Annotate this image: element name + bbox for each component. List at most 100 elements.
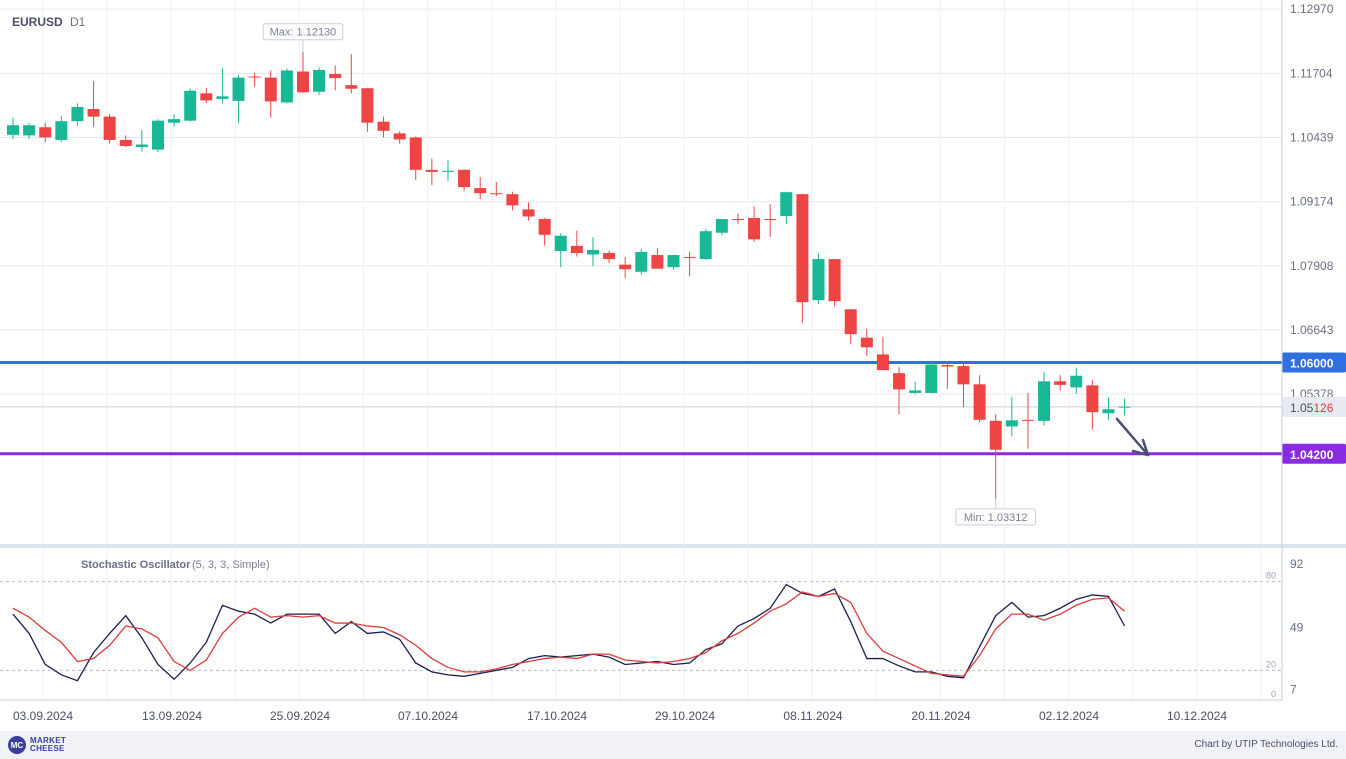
date-tick-label-4: 17.10.2024: [527, 709, 587, 723]
max-annotation-box: [262, 23, 344, 41]
candle-body: [828, 259, 841, 302]
candle-63: [1021, 392, 1034, 449]
candle-body: [1054, 381, 1067, 385]
candle-body: [441, 170, 454, 172]
candle-54: [876, 336, 889, 371]
candle-38: [619, 257, 632, 278]
candle-12: [200, 87, 213, 103]
candle-body: [103, 116, 116, 140]
chart-background: [0, 0, 1346, 731]
candle-body: [570, 245, 583, 254]
candle-body: [748, 218, 761, 240]
candle-28: [458, 169, 471, 191]
candle-body: [715, 219, 728, 233]
symbol-label: EURUSD: [12, 15, 63, 29]
level-tag-upper[interactable]: 1.06000: [1282, 352, 1346, 373]
level-tag-lower[interactable]: 1.04200: [1282, 443, 1346, 464]
candle-body: [313, 69, 326, 92]
candle-13: [216, 68, 229, 104]
osc-level-label-0: 80: [1266, 571, 1276, 581]
candle-body: [264, 77, 277, 102]
candle-body: [1118, 406, 1131, 408]
date-tick-label-0: 03.09.2024: [13, 709, 73, 723]
candle-45: [731, 213, 744, 225]
candle-body: [683, 257, 696, 259]
level-tag-lower-bg: [1282, 443, 1346, 464]
candle-47: [764, 204, 777, 237]
candle-body: [1021, 419, 1034, 421]
candle-body: [812, 259, 825, 301]
candle-69: [1118, 398, 1131, 416]
candle-16: [264, 70, 277, 118]
candle-body: [184, 90, 197, 121]
timeframe-label: D1: [70, 15, 86, 29]
candle-body: [361, 88, 374, 123]
candle-body: [87, 109, 100, 117]
current-price-tag: 1.05126: [1282, 396, 1346, 417]
candle-64: [1038, 372, 1051, 426]
pane-divider[interactable]: [0, 544, 1346, 548]
candle-body: [7, 125, 19, 135]
current-price-tag-text: 1.05126: [1290, 401, 1334, 415]
chart-canvas: Max: 1.12130 Min: 1.03312 80 20 0 92 49 7 1.12…: [0, 0, 1346, 731]
candle-body: [876, 354, 889, 371]
grid: [0, 0, 1282, 700]
candle-25: [409, 136, 422, 180]
osc-level-label-2: 0: [1271, 689, 1276, 699]
candle-44: [715, 219, 728, 236]
candle-body: [329, 74, 342, 79]
candle-55: [893, 367, 906, 415]
candle-body: [168, 119, 181, 123]
candle-body: [554, 235, 567, 251]
logo-text: MARKET CHEESE: [30, 737, 66, 753]
candle-51: [828, 259, 841, 307]
candle-body: [39, 127, 52, 138]
candle-body: [893, 373, 906, 390]
candle-22: [361, 87, 374, 132]
date-tick-label-6: 08.11.2024: [783, 709, 842, 723]
candle-11: [184, 88, 197, 122]
candle-57: [925, 362, 938, 394]
candle-39: [635, 248, 648, 275]
candle-body: [216, 96, 229, 99]
brand-logo[interactable]: MC MARKET CHEESE: [8, 736, 66, 754]
candle-3: [55, 116, 68, 142]
candle-67: [1086, 379, 1099, 430]
candle-52: [844, 308, 857, 344]
chart-credit: Chart by UTIP Technologies Ltd.: [1194, 739, 1338, 750]
candle-body: [296, 71, 309, 93]
candle-14: [232, 75, 245, 123]
forecast-arrow-icon: [1115, 417, 1150, 457]
candle-body: [538, 219, 551, 235]
candle-37: [603, 250, 616, 264]
price-tick-label-4: 1.07908: [1290, 259, 1334, 273]
candle-65: [1054, 375, 1067, 391]
candle-59: [957, 361, 970, 408]
candle-40: [651, 247, 664, 269]
candle-body: [23, 125, 36, 136]
candle-2: [39, 122, 52, 143]
candle-body: [699, 231, 712, 260]
candle-body: [409, 137, 422, 170]
candle-41: [667, 255, 680, 270]
candle-body: [860, 337, 873, 348]
candle-23: [377, 116, 390, 138]
osc-level-label-1: 20: [1266, 659, 1276, 669]
candle-10: [168, 114, 181, 127]
date-tick-label-2: 25.09.2024: [270, 709, 330, 723]
candle-15: [248, 72, 261, 87]
candle-body: [731, 219, 744, 221]
date-tick-label-7: 20.11.2024: [911, 709, 970, 723]
date-tick-label-1: 13.09.2024: [142, 709, 202, 723]
max-annotation-text: Max: 1.12130: [270, 27, 337, 39]
min-annotation-text: Min: 1.03312: [964, 512, 1028, 524]
osc-tick-label-2: 7: [1290, 683, 1297, 697]
price-tick-label-1: 1.11704: [1290, 66, 1333, 80]
date-tick-label-8: 02.12.2024: [1039, 709, 1099, 723]
candle-body: [764, 219, 777, 221]
price-tick-label-0: 1.12970: [1290, 2, 1334, 16]
price-tick-label-5: 1.06643: [1290, 323, 1334, 337]
candle-body: [506, 194, 519, 206]
candle-17: [280, 68, 293, 104]
price-annotations: Max: 1.12130 Min: 1.03312: [262, 23, 1037, 526]
